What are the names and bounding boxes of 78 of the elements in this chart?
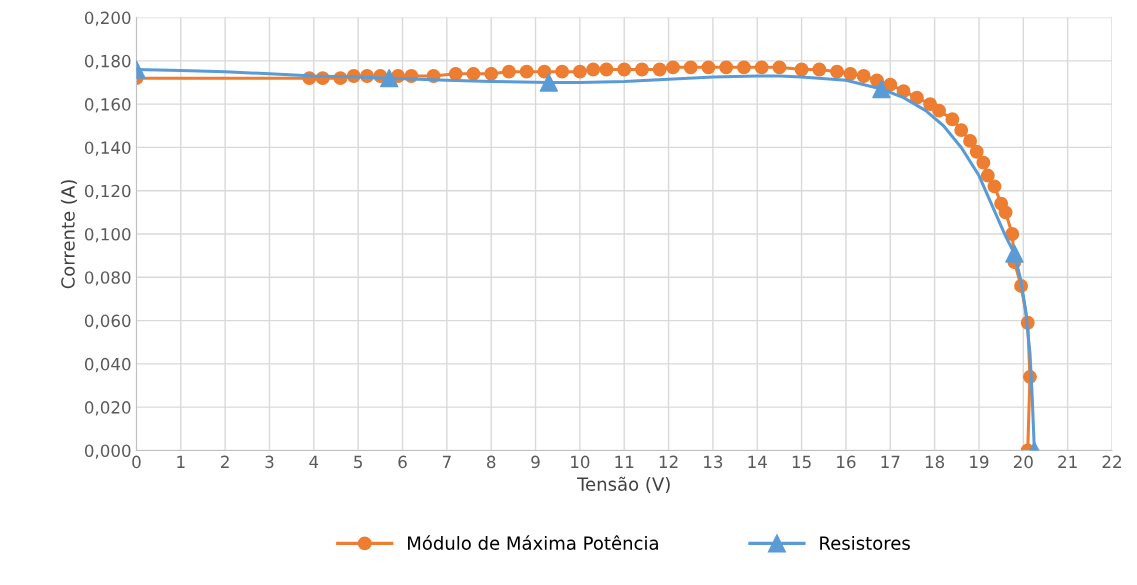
point	[519, 64, 534, 79]
point	[501, 64, 516, 79]
point	[379, 68, 399, 88]
point	[617, 62, 632, 77]
point	[586, 62, 601, 77]
x-tick-label: 14	[748, 455, 767, 468]
y-tick-label: 0,100	[84, 227, 131, 243]
x-tick-label: 0	[132, 455, 141, 469]
point	[736, 60, 751, 75]
point	[448, 66, 463, 81]
y-tick-label: 0,040	[84, 357, 131, 373]
point	[856, 69, 871, 83]
point	[987, 179, 1002, 194]
y-axis-title: Corrente (A)	[60, 180, 77, 289]
x-tick-label: 15	[792, 455, 811, 469]
y-tick-label: 0,080	[84, 271, 131, 286]
y-tick-label: 0,000	[84, 444, 131, 459]
point	[976, 155, 991, 170]
point	[484, 66, 499, 81]
x-tick-label: 4	[309, 455, 319, 468]
point	[909, 90, 924, 105]
x-tick-label: 8	[487, 455, 496, 469]
x-tick-label: 9	[531, 455, 540, 469]
point	[555, 64, 570, 79]
x-tick-label: 10	[571, 455, 590, 469]
y-tick-label: 0,200	[84, 11, 131, 26]
point	[754, 60, 769, 75]
point	[652, 62, 667, 77]
x-tick-label: 5	[354, 455, 362, 469]
x-tick-label: 6	[398, 455, 407, 469]
x-tick-label: 19	[970, 455, 989, 469]
y-tick-label: 0,060	[84, 314, 131, 329]
y-tick-label: 0,180	[84, 54, 131, 70]
point	[843, 66, 858, 81]
point	[1005, 244, 1024, 263]
point	[537, 64, 552, 79]
y-tick-label: 0,140	[84, 141, 131, 156]
x-tick-label: 20	[1013, 455, 1033, 469]
point	[830, 64, 845, 79]
y-tick-label: 0,020	[84, 401, 131, 416]
point	[872, 79, 891, 99]
x-tick-label: 21	[1058, 455, 1077, 468]
y-tick-label: 0,120	[84, 184, 131, 199]
point	[980, 168, 995, 183]
point	[954, 123, 969, 138]
point	[635, 62, 649, 77]
x-tick-label: 16	[837, 455, 856, 469]
point	[969, 144, 984, 159]
y-tick-label: 0,160	[84, 98, 131, 113]
x-tick-label: 12	[659, 455, 678, 468]
x-tick-label: 7	[442, 455, 451, 468]
point	[683, 60, 698, 75]
point	[666, 60, 680, 75]
legend-label: Resistores	[820, 535, 910, 550]
x-tick-label: 2	[221, 455, 229, 468]
point	[701, 60, 716, 75]
point	[572, 64, 587, 79]
point	[772, 60, 787, 75]
x-tick-label: 18	[925, 455, 945, 469]
x-tick-label: 22	[1102, 455, 1121, 468]
x-tick-label: 13	[704, 455, 723, 469]
point	[932, 103, 946, 118]
point	[599, 62, 614, 77]
point	[945, 112, 960, 127]
point	[998, 205, 1013, 220]
x-axis-title: Tensão (V)	[577, 476, 670, 494]
legend-label: Módulo de Máxima Potência	[408, 535, 658, 550]
point	[963, 133, 978, 148]
x-tick-label: 3	[265, 455, 274, 469]
x-tick-label: 1	[177, 455, 185, 468]
point	[794, 62, 809, 77]
point	[539, 73, 559, 92]
point	[466, 66, 481, 81]
point	[719, 60, 734, 75]
point	[812, 62, 827, 77]
point	[1005, 227, 1020, 241]
x-tick-label: 11	[615, 455, 634, 468]
x-tick-label: 17	[881, 455, 900, 468]
